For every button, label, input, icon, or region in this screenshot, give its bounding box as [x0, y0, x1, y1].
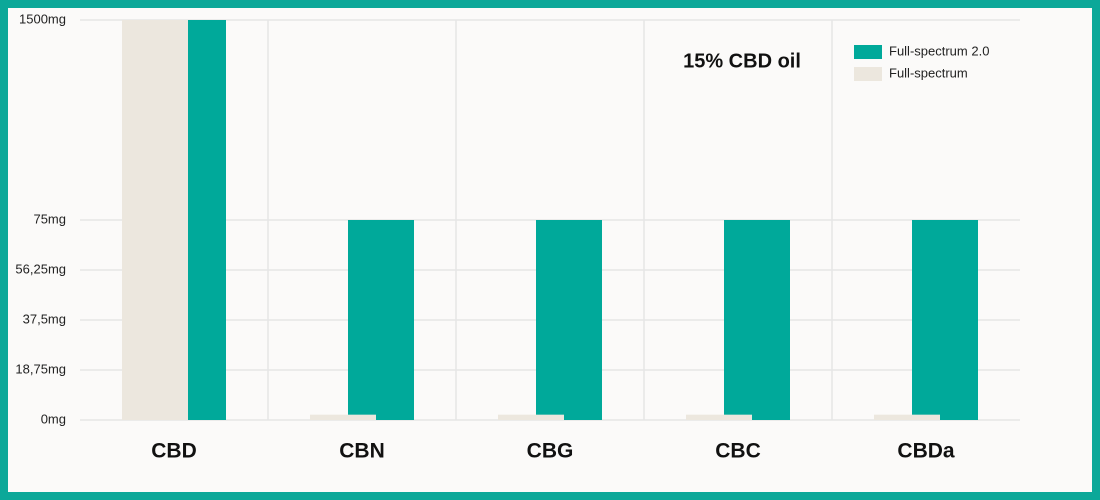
- x-tick-label: CBN: [339, 440, 385, 463]
- y-tick-label: 75mg: [33, 211, 66, 226]
- legend-swatch: [854, 45, 882, 59]
- x-tick-label: CBG: [527, 440, 574, 463]
- y-tick-label: 0mg: [41, 411, 66, 426]
- y-tick-label: 37,5mg: [23, 311, 66, 326]
- legend-swatch: [854, 67, 882, 81]
- bar: [724, 220, 790, 420]
- chart-title: 15% CBD oil: [683, 50, 801, 72]
- y-tick-label: 1500mg: [19, 11, 66, 26]
- y-tick-label: 18,75mg: [15, 361, 66, 376]
- bar: [348, 220, 414, 420]
- x-tick-label: CBC: [715, 440, 761, 463]
- chart: 15% CBD oil 0mg 18,75mg 37,5mg 56,25mg 75mg 1…: [15, 11, 1020, 463]
- x-tick-label: CBDa: [897, 440, 954, 463]
- bar: [122, 20, 188, 420]
- legend-label: Full-spectrum 2.0: [889, 43, 989, 58]
- bar: [498, 414, 564, 420]
- legend-label: Full-spectrum: [889, 65, 968, 80]
- x-tick-label: CBD: [151, 440, 197, 463]
- bar: [310, 414, 376, 420]
- y-tick-label: 56,25mg: [15, 261, 66, 276]
- bar: [874, 414, 940, 420]
- bar: [686, 414, 752, 420]
- bar: [912, 220, 978, 420]
- bar: [536, 220, 602, 420]
